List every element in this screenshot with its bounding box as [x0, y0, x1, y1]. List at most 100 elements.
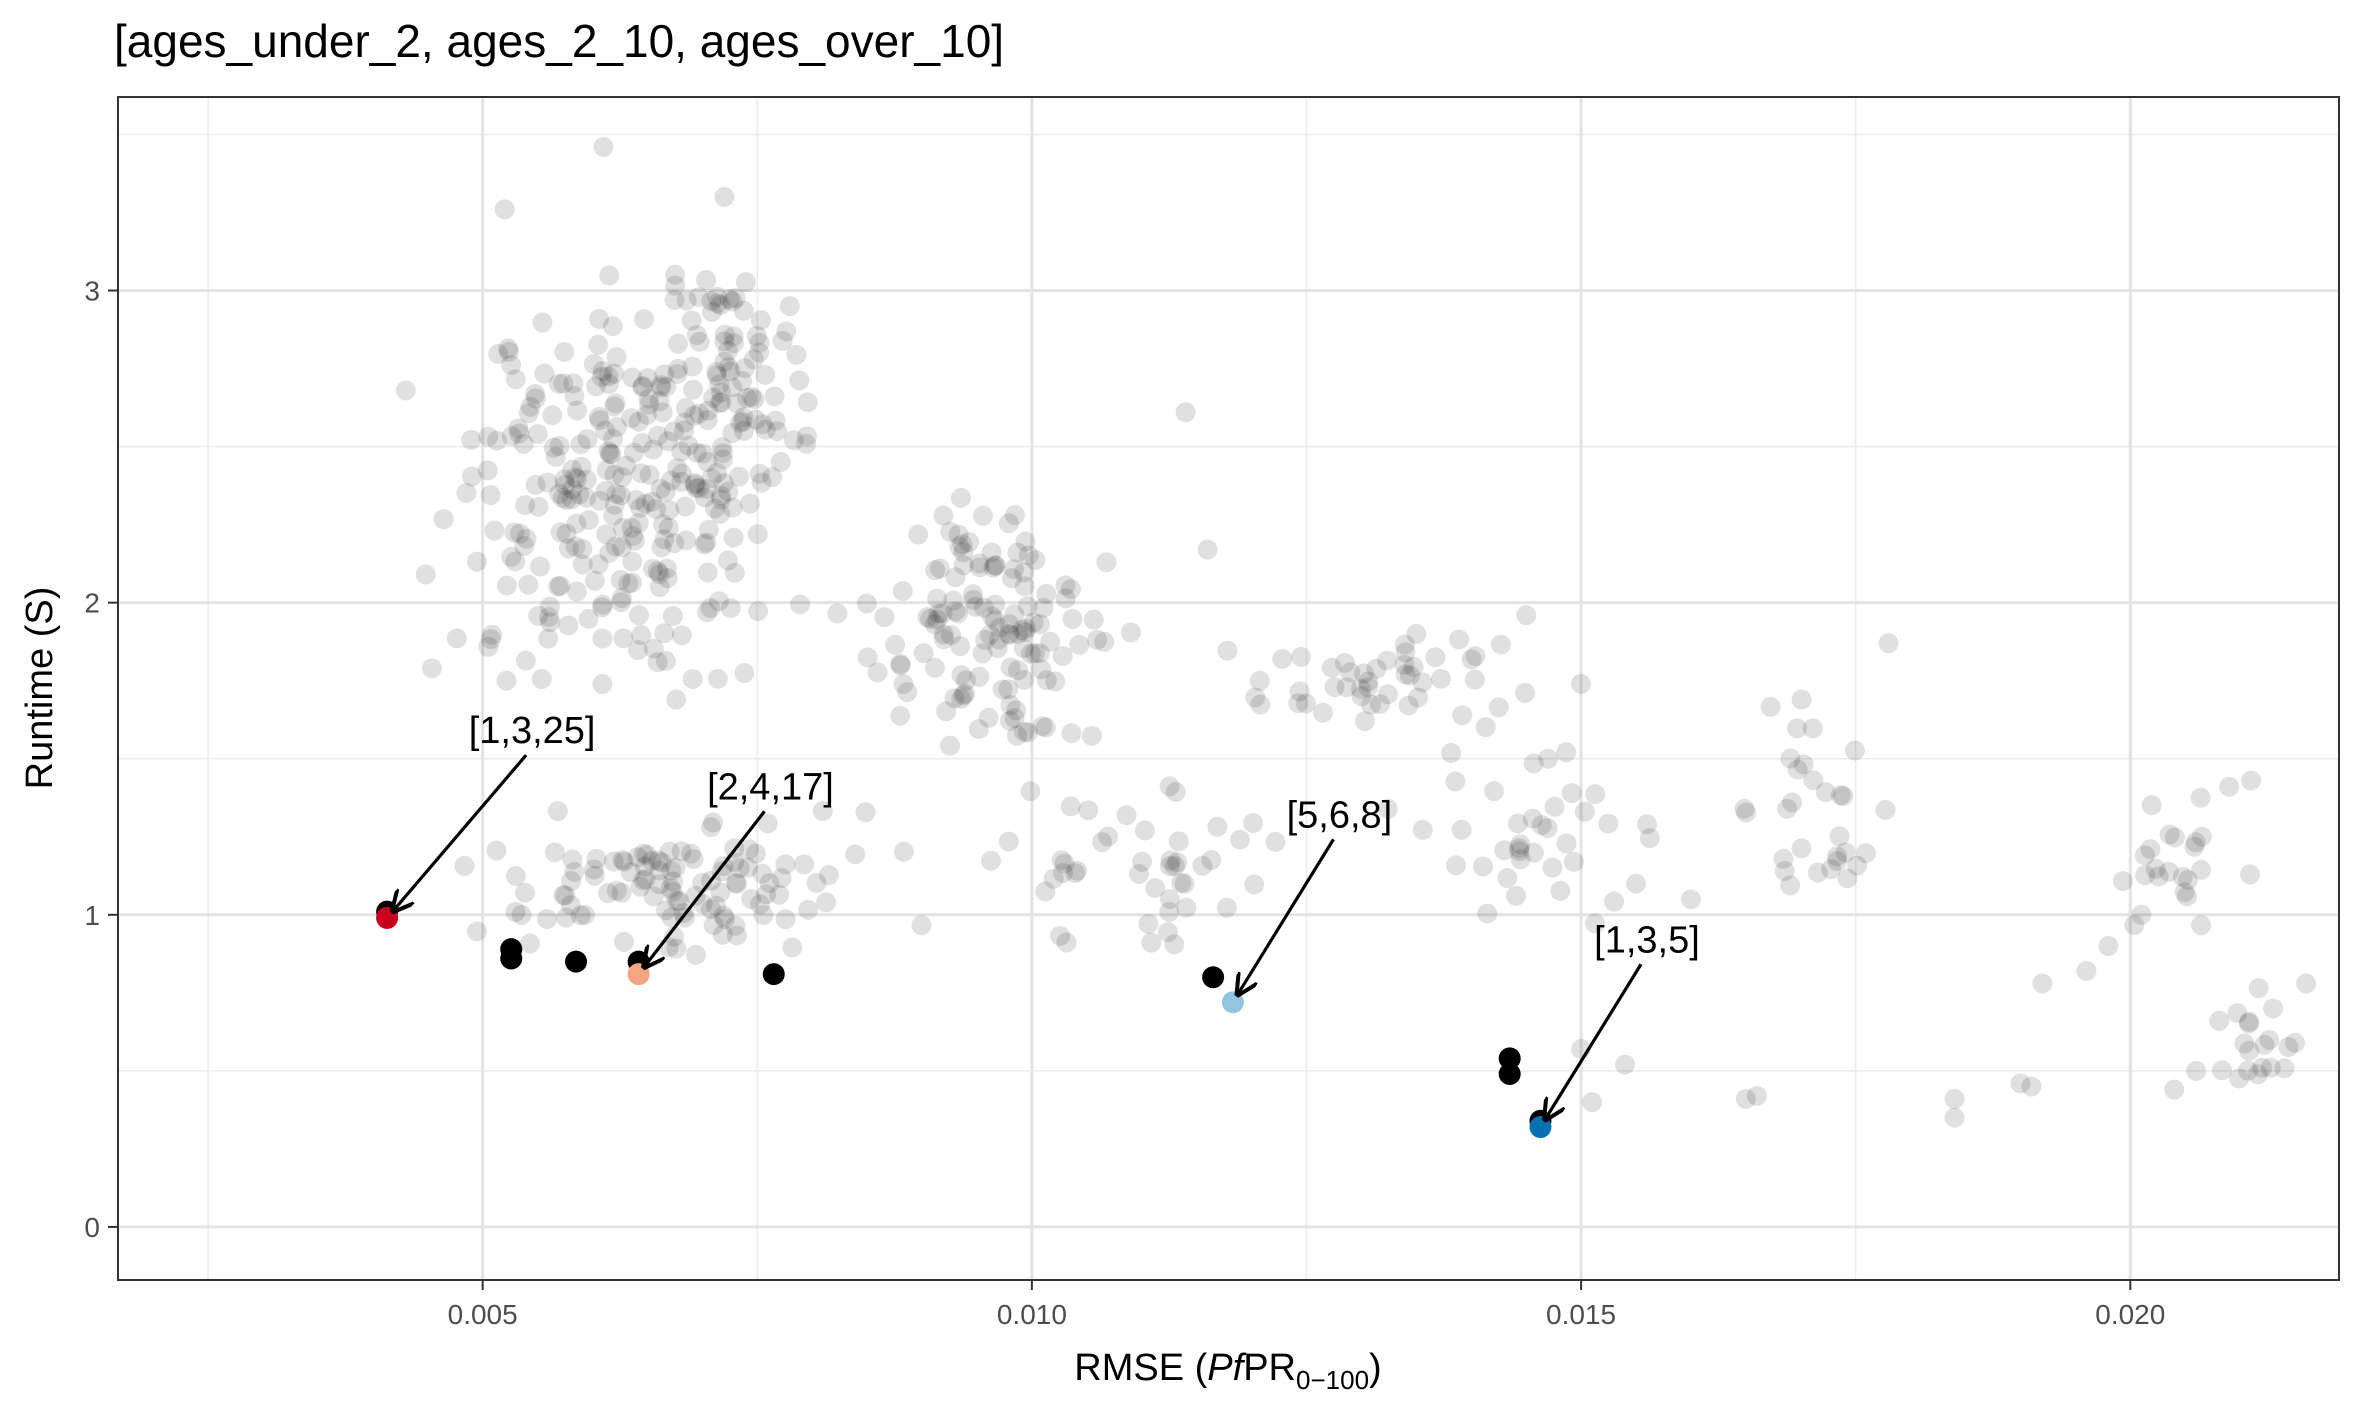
highlight-point [1498, 1062, 1521, 1085]
background-point [586, 848, 607, 869]
background-point [628, 605, 649, 626]
background-point [1272, 649, 1293, 670]
background-point [498, 338, 519, 359]
background-point [719, 289, 740, 310]
background-point [1509, 841, 1530, 862]
background-point [973, 597, 994, 618]
background-point [985, 594, 1006, 615]
background-point [659, 841, 680, 862]
background-point [415, 564, 436, 585]
x-axis-title-suffix: ) [1369, 1347, 1382, 1389]
background-point [632, 377, 653, 398]
background-point [2190, 787, 2211, 808]
background-point [752, 863, 773, 884]
background-point [692, 893, 713, 914]
background-point [1561, 783, 1582, 804]
background-point [628, 513, 649, 534]
background-point [592, 628, 613, 649]
background-point [689, 331, 710, 352]
background-point [598, 883, 619, 904]
background-point [622, 526, 643, 547]
background-point [661, 860, 682, 881]
background-point [1944, 1107, 1965, 1128]
background-point [614, 851, 635, 872]
background-point [654, 623, 675, 644]
background-point [567, 468, 588, 489]
background-point [2148, 866, 2169, 887]
background-point [707, 462, 728, 483]
background-point [1035, 881, 1056, 902]
background-point [845, 844, 866, 865]
annotations: [1,3,25] [2,4,17] [5,6,8] [1,3,5] [376, 710, 1700, 1139]
background-point [685, 944, 706, 965]
highlight-point [1498, 1047, 1521, 1070]
background-point [759, 873, 780, 894]
background-point [635, 869, 656, 890]
y-tick-label: 2 [84, 588, 100, 619]
background-point [1394, 634, 1415, 655]
background-point [2239, 1040, 2260, 1061]
background-point [686, 478, 707, 499]
background-point [779, 296, 800, 317]
background-point [1835, 842, 1856, 863]
background-point [1007, 623, 1028, 644]
background-point [1475, 717, 1496, 738]
background-point [1473, 856, 1494, 877]
background-point [520, 396, 541, 417]
background-point [649, 564, 670, 585]
background-point [599, 543, 620, 564]
background-point [987, 638, 1008, 659]
background-point [589, 308, 610, 329]
background-point [2234, 1033, 2255, 1054]
background-point [701, 468, 722, 489]
background-point [667, 458, 688, 479]
background-point [723, 527, 744, 548]
background-point [1141, 932, 1162, 953]
background-point [1464, 669, 1485, 690]
background-point [1024, 643, 1045, 664]
background-point [2032, 973, 2053, 994]
background-point [968, 719, 989, 740]
background-point [588, 554, 609, 575]
background-point [628, 411, 649, 432]
background-point [1844, 740, 1865, 761]
background-point [501, 546, 522, 567]
background-point [395, 380, 416, 401]
background-point [577, 428, 598, 449]
background-point [1497, 867, 1518, 888]
background-point [969, 557, 990, 578]
background-point [1014, 669, 1035, 690]
background-point [1377, 684, 1398, 705]
background-point [2164, 1079, 2185, 1100]
background-point [1510, 849, 1531, 870]
background-point [786, 344, 807, 365]
background-point [975, 630, 996, 651]
background-point [718, 481, 739, 502]
grid-major [118, 97, 2339, 1280]
background-point [601, 443, 622, 464]
background-point [1065, 863, 1086, 884]
background-point [652, 514, 673, 535]
background-point [711, 437, 732, 458]
background-point [732, 371, 753, 392]
background-point [641, 491, 662, 512]
background-point [1787, 718, 1808, 739]
background-point [1837, 868, 1858, 889]
background-point [1395, 642, 1416, 663]
background-point [1053, 862, 1074, 883]
background-point [730, 412, 751, 433]
background-point [989, 617, 1010, 638]
background-point [648, 425, 669, 446]
background-point [1802, 718, 1823, 739]
background-point [674, 412, 695, 433]
background-point [711, 485, 732, 506]
background-point [2248, 978, 2269, 999]
background-point [1216, 897, 1237, 918]
background-point [1000, 695, 1021, 716]
background-point [732, 411, 753, 432]
background-point [548, 576, 569, 597]
background-point [714, 351, 735, 372]
background-point [638, 388, 659, 409]
background-point [706, 362, 727, 383]
background-point [553, 373, 574, 394]
